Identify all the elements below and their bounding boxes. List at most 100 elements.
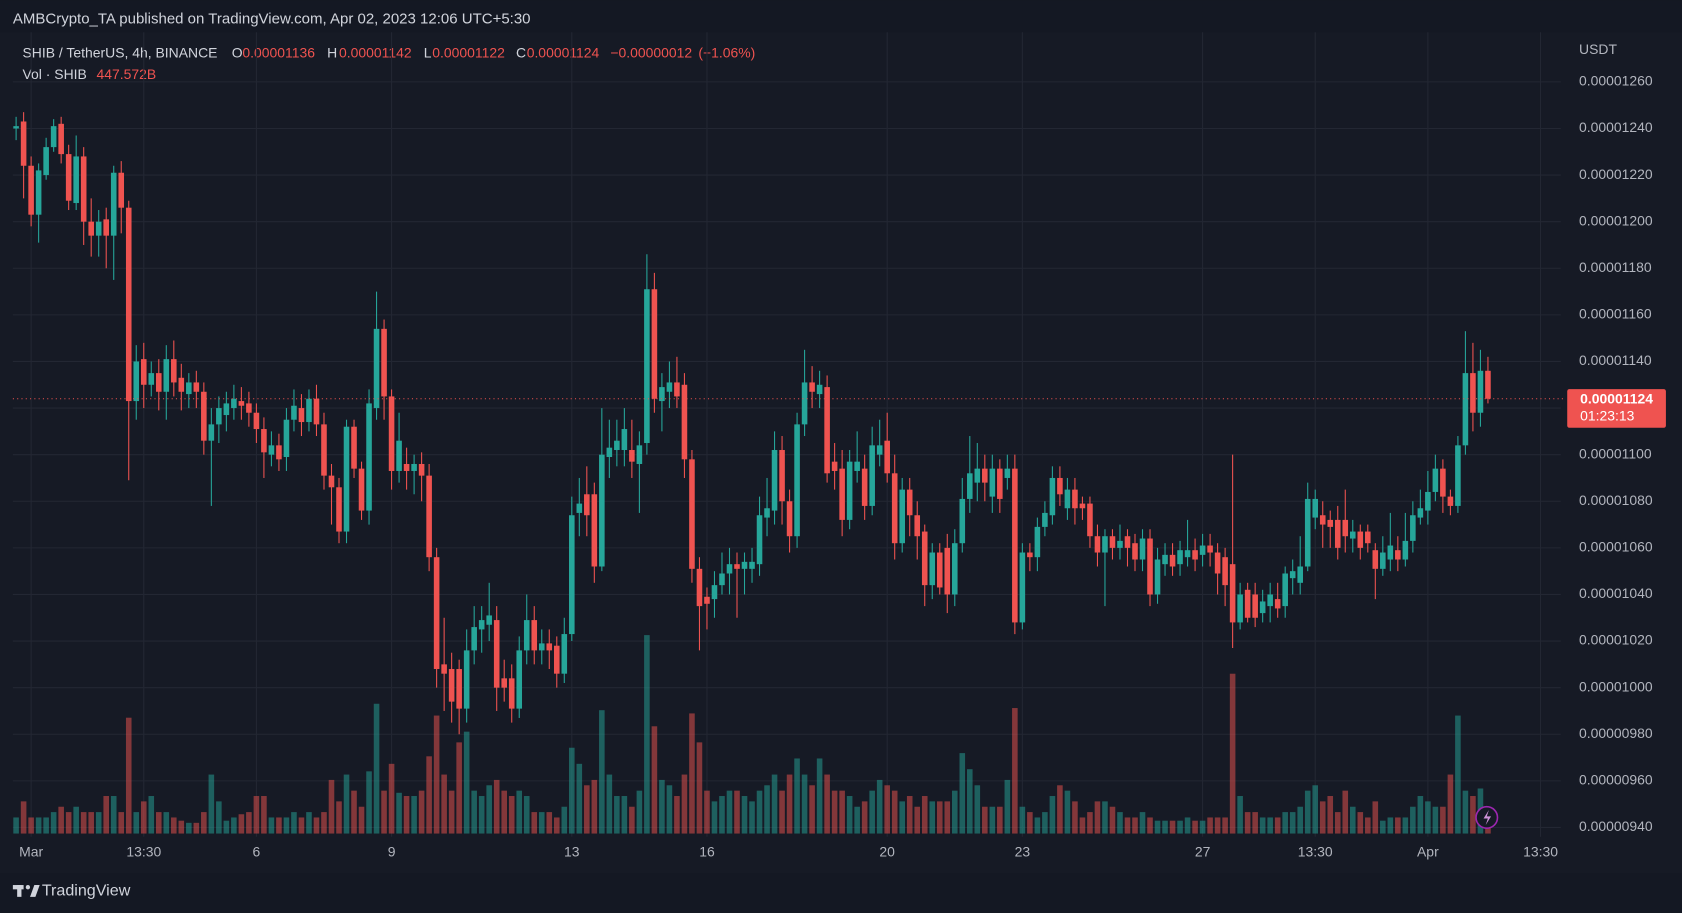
candle-body [418, 463, 425, 476]
candle-body [381, 328, 387, 397]
volume-bar [989, 806, 996, 834]
volume-bar [351, 790, 357, 834]
volume-bar [261, 796, 267, 834]
candle-body [103, 219, 110, 236]
volume-bar [1455, 715, 1461, 834]
volume-bar [531, 812, 538, 834]
volume-bar [291, 812, 297, 834]
candle-body [35, 170, 42, 215]
candle-body [794, 424, 800, 537]
volume-bar [861, 801, 868, 834]
candle-body [1199, 545, 1206, 555]
candle-body [1342, 519, 1349, 537]
volume-bar [1244, 812, 1251, 834]
volume-bar [1154, 820, 1161, 834]
volume-bar [1169, 820, 1176, 834]
candle-body [201, 391, 207, 441]
icon-bolt [1483, 809, 1492, 825]
candle-body [704, 596, 710, 604]
volume-bar [381, 790, 387, 834]
volume-bar [569, 747, 575, 834]
price-tag-countdown: 01:23:13 [1580, 408, 1635, 424]
candle-body [749, 561, 755, 569]
candle-body [929, 552, 936, 586]
volume-bar [951, 790, 958, 834]
candle-body [471, 627, 477, 651]
candle-body [95, 221, 102, 236]
volume-bar [839, 790, 845, 834]
volume-bar [1372, 801, 1379, 834]
candle-body [1124, 536, 1131, 548]
candle-body [1410, 515, 1416, 541]
candle-body [1462, 373, 1469, 446]
candle-body [869, 445, 875, 506]
volume-bar [741, 796, 748, 834]
x-tick-label: 13 [564, 844, 580, 860]
volume-bar [704, 790, 710, 834]
candle-body [1102, 536, 1108, 553]
candle-body [756, 515, 763, 565]
volume-bar [388, 763, 395, 834]
price-tag [1567, 389, 1666, 428]
candle-body [861, 468, 868, 506]
candle-body [133, 361, 140, 402]
volume-bar [621, 796, 628, 834]
ohlc-key: L [424, 44, 432, 60]
candle-body [328, 475, 335, 488]
volume-bar [1199, 820, 1206, 834]
candle-body [644, 289, 650, 444]
volume-bar [43, 817, 49, 834]
candle-body [599, 454, 605, 567]
volume-bar [110, 796, 117, 834]
candle-body [1455, 445, 1461, 506]
candle-body [1177, 550, 1183, 565]
candle-body [253, 412, 260, 430]
candle-body [982, 468, 988, 483]
logo-shape [30, 885, 40, 897]
volume-bar [13, 817, 19, 834]
candle-body [1432, 468, 1439, 492]
volume-bar [651, 726, 658, 834]
candle-body [238, 401, 245, 406]
volume-bar [1462, 790, 1469, 834]
candle-body [786, 501, 793, 537]
candle-body [396, 440, 402, 471]
y-tick-label: 0.00000960 [1579, 772, 1653, 788]
candle-body [118, 172, 125, 208]
candle-body [1395, 550, 1401, 560]
candle-body [1207, 545, 1213, 553]
candle-body [80, 156, 87, 222]
volume-bar [681, 774, 688, 834]
candle-body [906, 489, 913, 516]
volume-bar [884, 785, 890, 834]
candle-body [1372, 550, 1379, 569]
candle-body [1349, 531, 1356, 539]
candle-body [1042, 512, 1048, 527]
volume-bar [171, 817, 177, 834]
y-tick-label: 0.00001240 [1579, 119, 1653, 135]
volume-bar [1297, 806, 1303, 834]
volume-bar [88, 812, 94, 834]
volume-bar [1162, 820, 1168, 834]
candle-body [1019, 552, 1026, 623]
y-axis-title: USDT [1579, 41, 1617, 57]
candle-body [553, 645, 560, 674]
volume-bar [358, 806, 365, 834]
tradingview-logo: TradingView [12, 882, 131, 900]
volume-bar [478, 796, 485, 834]
candle-body [246, 403, 252, 413]
candle-body [621, 429, 628, 451]
candle-body [336, 487, 342, 532]
candle-body [741, 561, 748, 569]
volume-bar [216, 801, 222, 834]
candle-body [155, 373, 162, 392]
candle-body [448, 669, 455, 702]
volume-bar [1222, 817, 1228, 834]
x-tick-label: 6 [253, 844, 261, 860]
volume-bar [734, 790, 740, 834]
volume-bar [103, 796, 110, 834]
volume-bar [576, 763, 583, 834]
volume-bar [58, 806, 64, 834]
candle-body [1064, 489, 1071, 509]
